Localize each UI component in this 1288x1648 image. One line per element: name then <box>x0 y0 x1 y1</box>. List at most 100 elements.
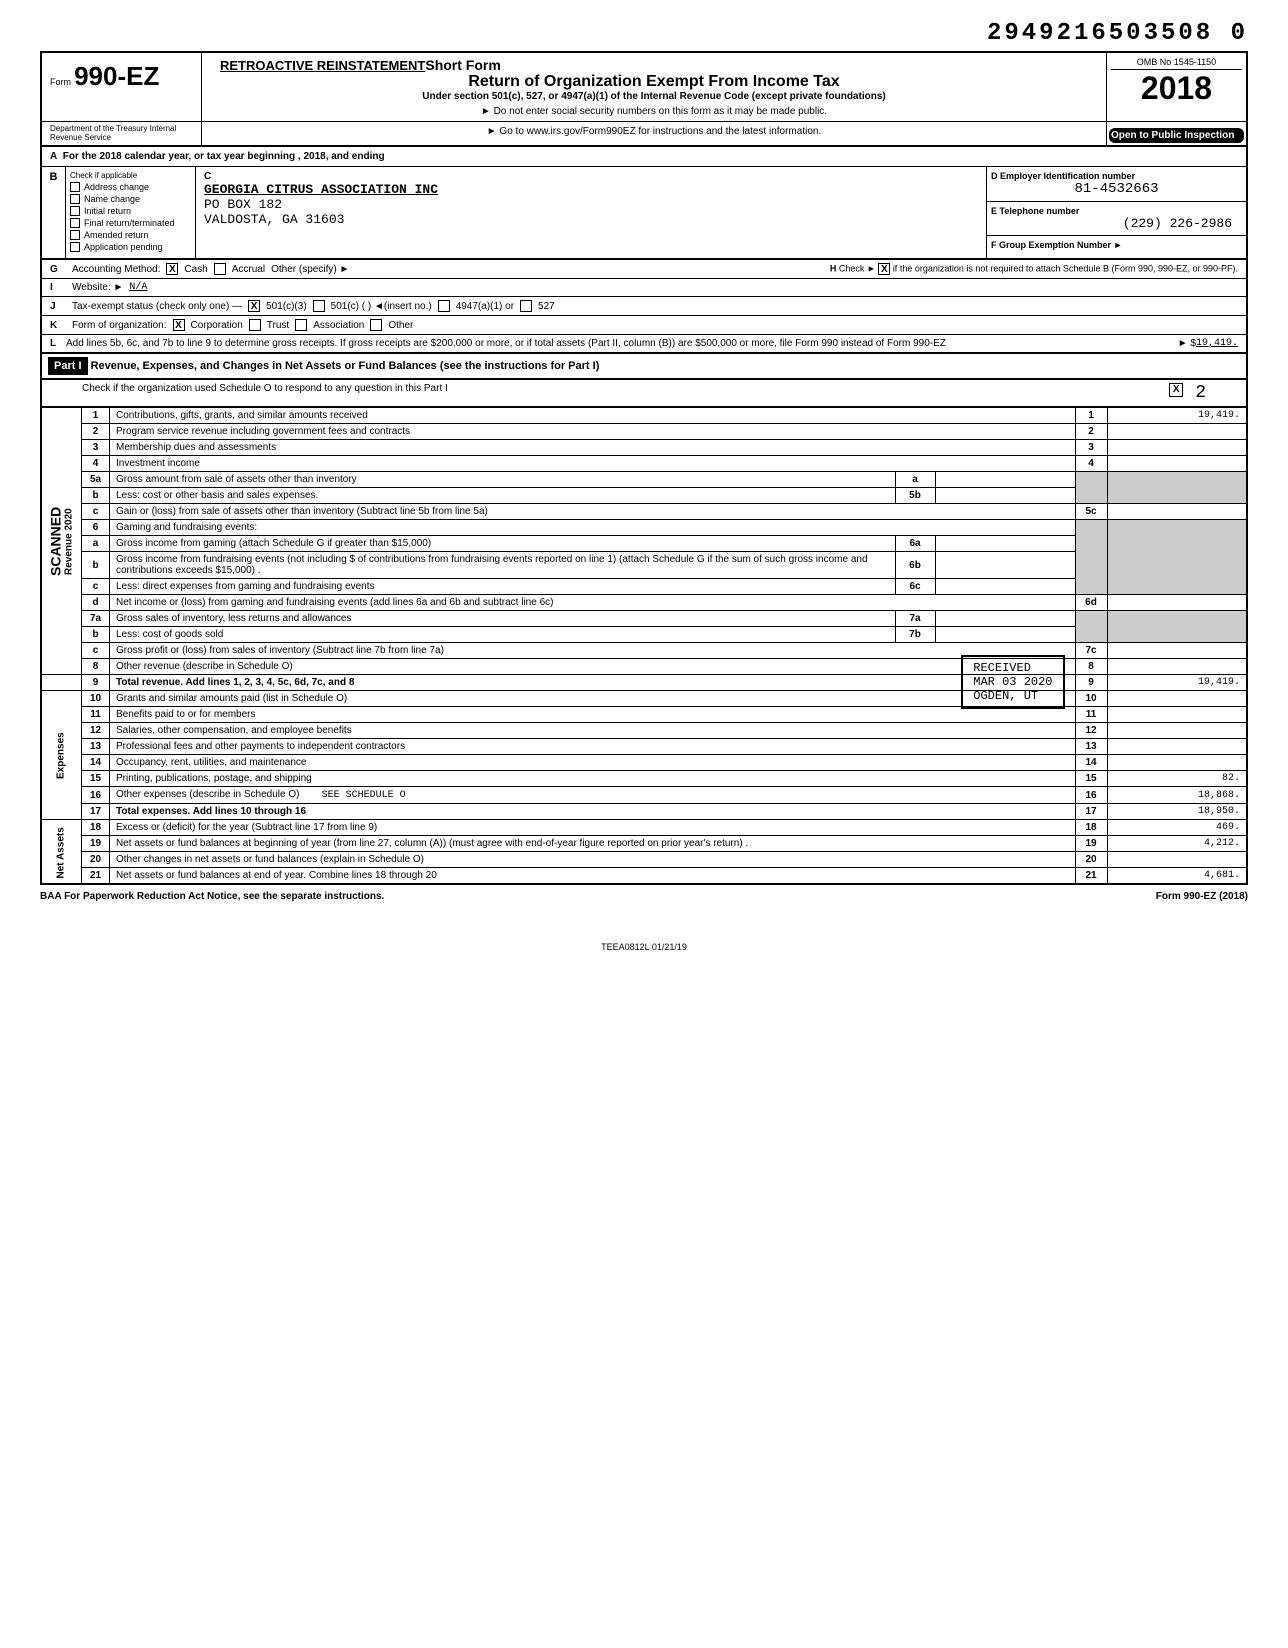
cb-label-3: Final return/terminated <box>84 218 175 228</box>
cb-final-return[interactable] <box>70 218 80 228</box>
corp-label: Corporation <box>191 320 243 331</box>
line-20-ref: 20 <box>1075 852 1107 868</box>
checkboxes-col: Check if applicable Address change Name … <box>66 167 196 258</box>
short-form-label: Short Form <box>425 57 500 73</box>
cb-501c[interactable] <box>313 300 325 312</box>
cb-501c3[interactable]: X <box>248 300 260 312</box>
cb-amended[interactable] <box>70 230 80 240</box>
h-text1: Check ► <box>839 264 878 274</box>
line-16-num: 16 <box>82 787 110 804</box>
other-label: Other (specify) ► <box>271 264 349 275</box>
line-21-num: 21 <box>82 868 110 885</box>
part1-badge: Part I <box>48 357 88 375</box>
cb-cash[interactable]: X <box>166 263 178 275</box>
line-7a-num: 7a <box>82 611 110 627</box>
form-subtitle: Under section 501(c), 527, or 4947(a)(1)… <box>210 91 1098 102</box>
tax-year: 2018 <box>1111 70 1242 107</box>
line-6c-num: c <box>82 579 110 595</box>
line-5b-desc: Less: cost or other basis and sales expe… <box>110 488 896 504</box>
cb-other-org[interactable] <box>370 319 382 331</box>
line-13-ref: 13 <box>1075 739 1107 755</box>
check-o-mark[interactable]: X <box>1169 383 1183 397</box>
cb-assoc[interactable] <box>295 319 307 331</box>
d-letter: D <box>991 171 998 181</box>
org-name: GEORGIA CITRUS ASSOCIATION INC <box>204 182 978 197</box>
line-18-ref: 18 <box>1075 820 1107 836</box>
footer-right: Form 990-EZ (2018) <box>1156 891 1248 902</box>
scanned-stamp: SCANNED <box>48 506 64 575</box>
g-letter: G <box>50 264 66 275</box>
line-9-num: 9 <box>82 675 110 691</box>
line-7a-subval <box>935 611 1075 627</box>
dept-label: Department of the Treasury Internal Reve… <box>42 122 202 145</box>
line-6-shaded-val <box>1107 520 1247 595</box>
line-5c-desc: Gain or (loss) from sale of assets other… <box>110 504 1076 520</box>
line-8-val <box>1107 659 1247 675</box>
line-1-val: 19,419. <box>1107 408 1247 424</box>
form-prefix: Form <box>50 77 71 87</box>
cb-corp[interactable]: X <box>173 319 185 331</box>
501c-label: 501(c) ( ) ◄(insert no.) <box>331 301 432 312</box>
website-value: N/A <box>129 282 147 293</box>
form-number-box: Form 990-EZ <box>42 53 202 121</box>
cb-name-change[interactable] <box>70 194 80 204</box>
line-20-desc: Other changes in net assets or fund bala… <box>110 852 1076 868</box>
line-6-shaded <box>1075 520 1107 595</box>
form-number: 990-EZ <box>74 61 159 91</box>
line-18-val: 469. <box>1107 820 1247 836</box>
assoc-label: Association <box>313 320 364 331</box>
line-3-desc: Membership dues and assessments <box>110 440 1076 456</box>
form-org-label: Form of organization: <box>72 320 167 331</box>
527-label: 527 <box>538 301 555 312</box>
line-6-desc: Gaming and fundraising events: <box>110 520 1076 536</box>
cb-app-pending[interactable] <box>70 242 80 252</box>
line-6a-subval <box>935 536 1075 552</box>
cb-initial-return[interactable] <box>70 206 80 216</box>
line-11-num: 11 <box>82 707 110 723</box>
cb-h[interactable]: X <box>878 263 890 275</box>
col-b-letter: B <box>42 167 66 258</box>
cb-trust[interactable] <box>249 319 261 331</box>
line-7-shaded <box>1075 611 1107 643</box>
received-stamp: RECEIVED MAR 03 2020 OGDEN, UT <box>961 655 1064 709</box>
stamp-loc: OGDEN, UT <box>973 689 1038 703</box>
col-c: C GEORGIA CITRUS ASSOCIATION INC PO BOX … <box>196 167 986 258</box>
l-amount: 19,419. <box>1196 338 1238 349</box>
line-5c-val <box>1107 504 1247 520</box>
line-7c-desc: Gross profit or (loss) from sales of inv… <box>110 643 1076 659</box>
expenses-section-label: Expenses <box>41 691 82 820</box>
spacer <box>41 675 82 691</box>
line-3-num: 3 <box>82 440 110 456</box>
line-7c-ref: 7c <box>1075 643 1107 659</box>
cb-label-1: Name change <box>84 194 140 204</box>
col-de: D Employer Identification number 81-4532… <box>986 167 1246 258</box>
cb-527[interactable] <box>520 300 532 312</box>
line-2-desc: Program service revenue including govern… <box>110 424 1076 440</box>
line-14-ref: 14 <box>1075 755 1107 771</box>
ein-label: Employer Identification number <box>1000 171 1135 181</box>
line-21-val: 4,681. <box>1107 868 1247 885</box>
line-15-val: 82. <box>1107 771 1247 787</box>
line-17-val: 18,950. <box>1107 804 1247 820</box>
cb-4947[interactable] <box>438 300 450 312</box>
line-7c-num: c <box>82 643 110 659</box>
line-5b-subval <box>935 488 1075 504</box>
line-16-val: 18,868. <box>1107 787 1247 804</box>
line-7-shaded-val <box>1107 611 1247 643</box>
line-15-num: 15 <box>82 771 110 787</box>
cb-label-0: Address change <box>84 182 149 192</box>
line-20-val <box>1107 852 1247 868</box>
accrual-label: Accrual <box>232 264 265 275</box>
line-14-num: 14 <box>82 755 110 771</box>
line-4-val <box>1107 456 1247 472</box>
cb-accrual[interactable] <box>214 263 226 275</box>
line-14-desc: Occupancy, rent, utilities, and maintena… <box>110 755 1076 771</box>
h-letter: H <box>830 264 837 274</box>
stamp-received: RECEIVED <box>973 661 1031 675</box>
year-box: OMB No 1545-1150 2018 <box>1106 53 1246 121</box>
line-21-ref: 21 <box>1075 868 1107 885</box>
cb-label-5: Application pending <box>84 242 163 252</box>
line-5a-subval <box>935 472 1075 488</box>
line-13-desc: Professional fees and other payments to … <box>110 739 1076 755</box>
cb-address-change[interactable] <box>70 182 80 192</box>
